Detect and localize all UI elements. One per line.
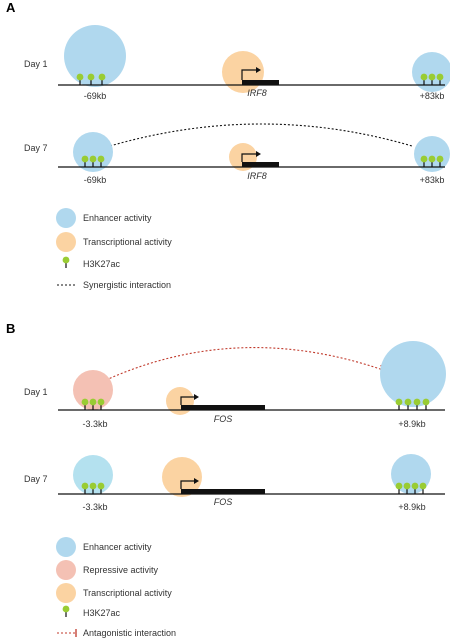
panel-b-day1-left-h3k27ac: [80, 398, 106, 411]
panel-b-day1-right-enhancer: [380, 341, 446, 407]
panel-a-day7-left-h3k27ac: [80, 155, 106, 168]
panel-b-day7-label: Day 7: [24, 474, 48, 484]
panel-a-day1-arrowhead: [256, 67, 261, 73]
legend-a-transcription-text: Transcriptional activity: [83, 237, 172, 247]
panel-a-day1-gene: IRF8: [247, 88, 267, 98]
panel-b-day1-fos-gene: [181, 405, 265, 410]
panel-a-day7-label: Day 7: [24, 143, 48, 153]
panel-a-day1-right-pos: +83kb: [420, 91, 445, 101]
legend-a-enhancer-swatch: [56, 208, 76, 228]
panel-a-day7-gene: IRF8: [247, 171, 267, 181]
legend-b-antagonistic-text: Antagonistic interaction: [83, 628, 176, 638]
legend-a-synergistic-text: Synergistic interaction: [83, 280, 171, 290]
panel-a-label: A: [6, 0, 16, 15]
panel-a-day1-right-enhancer: [412, 52, 450, 92]
legend-a-h3k27ac-icon: [61, 256, 71, 269]
panel-b-day7-tss-arrow: [180, 480, 195, 489]
panel-a-day1-irf8-gene: [242, 80, 279, 85]
panel-a-day7-right-pos: +83kb: [420, 175, 445, 185]
panel-b-day1-arrowhead: [194, 394, 199, 400]
panel-a-day1-left-pos: -69kb: [84, 91, 107, 101]
panel-b-antagonistic-arc: [105, 347, 387, 381]
panel-a-day7-arrowhead: [256, 151, 261, 157]
panel-a-day1-label: Day 1: [24, 59, 48, 69]
panel-a-day7-right-enhancer: [414, 136, 450, 172]
legend-b-enhancer-swatch: [56, 537, 76, 557]
panel-b-day1-label: Day 1: [24, 387, 48, 397]
panel-b-day7-left-pos: -3.3kb: [82, 502, 107, 512]
panel-a-day7-tss-arrow: [241, 153, 257, 162]
panel-b-day7-fos-transcription: [162, 457, 202, 497]
panel-a-day7-right-h3k27ac: [420, 155, 444, 168]
panel-b-day1-tss-arrow: [180, 396, 195, 405]
legend-a-enhancer-text: Enhancer activity: [83, 213, 152, 223]
panel-b-day1-fos-transcription: [166, 387, 194, 415]
panel-b-day1-gene: FOS: [214, 414, 233, 424]
legend-b-transcription-text: Transcriptional activity: [83, 588, 172, 598]
panel-a-day1-tss-arrow: [241, 69, 257, 80]
legend-b-h3k27ac-icon: [61, 604, 71, 618]
panel-b-day1-left-pos: -3.3kb: [82, 419, 107, 429]
panel-b-day7-arrowhead: [194, 478, 199, 484]
legend-a-transcription-swatch: [56, 232, 76, 252]
legend-b-transcription-swatch: [56, 583, 76, 603]
panel-a-day1-right-h3k27ac: [420, 72, 444, 86]
panel-b-day7-right-pos: +8.9kb: [398, 502, 425, 512]
legend-b-repressive-swatch: [56, 560, 76, 580]
legend-b-h3k27ac-text: H3K27ac: [83, 608, 121, 618]
legend-a-h3k27ac-text: H3K27ac: [83, 259, 121, 269]
legend-b-enhancer-text: Enhancer activity: [83, 542, 152, 552]
panel-a-day7-irf8-gene: [242, 162, 279, 167]
panel-b-day1-right-pos: +8.9kb: [398, 419, 425, 429]
panel-a-day7-left-pos: -69kb: [84, 175, 107, 185]
panel-a-day1-irf8-transcription: [222, 51, 264, 93]
panel-a-day1-left-enhancer: [64, 25, 126, 87]
panel-b-day7-fos-gene: [181, 489, 265, 494]
panel-b-day7-left-h3k27ac: [80, 482, 106, 495]
panel-b-label: B: [6, 321, 15, 336]
panel-a-day7-left-enhancer: [73, 132, 113, 172]
panel-a-synergistic-arc: [109, 123, 413, 147]
panel-b-day7-gene: FOS: [214, 497, 233, 507]
legend-b-repressive-text: Repressive activity: [83, 565, 159, 575]
